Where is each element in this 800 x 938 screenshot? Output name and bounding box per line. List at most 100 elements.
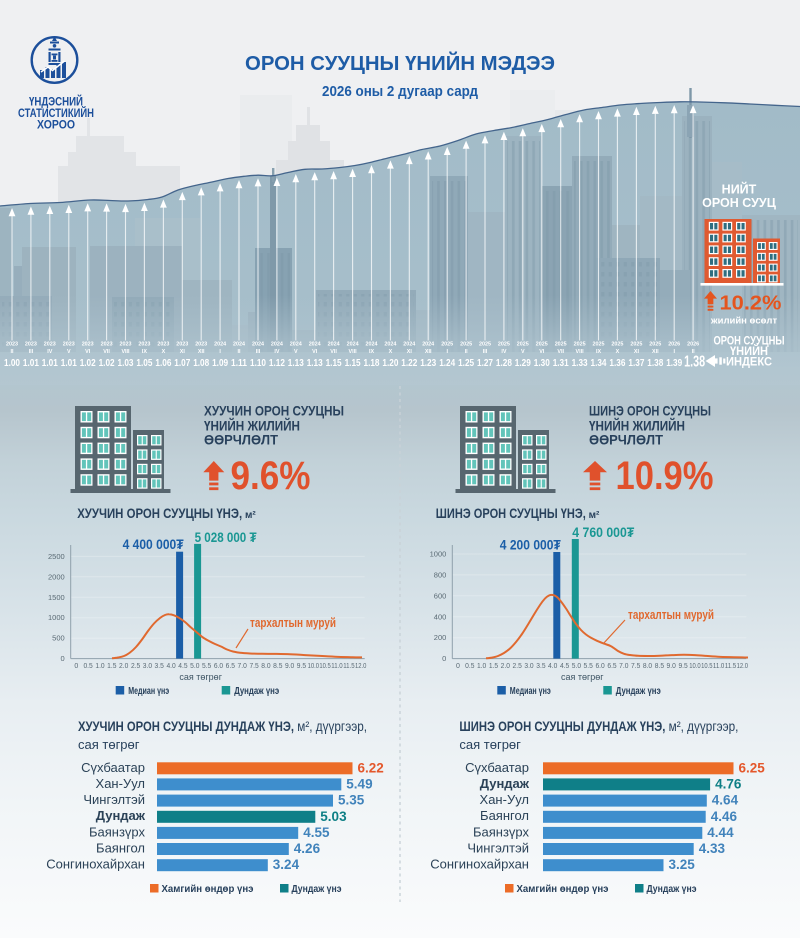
svg-text:Дундаж үнэ: Дундаж үнэ [616,686,661,697]
svg-text:4 760 000₮: 4 760 000₮ [572,525,635,540]
svg-text:1.28: 1.28 [496,357,512,369]
svg-text:2024: 2024 [233,342,245,348]
svg-text:I: I [673,349,675,355]
svg-text:VII: VII [330,349,337,355]
svg-text:1.01: 1.01 [42,357,58,369]
svg-text:7.0: 7.0 [238,663,247,670]
svg-text:2.0: 2.0 [501,663,510,670]
svg-text:1.20: 1.20 [382,357,398,369]
svg-text:1.5: 1.5 [107,663,116,670]
svg-text:1.13: 1.13 [307,357,323,369]
svg-text:X: X [616,349,620,355]
svg-text:Сонгинохайрхан: Сонгинохайрхан [430,857,529,872]
svg-text:2023: 2023 [101,342,113,348]
svg-text:ӨӨРЧЛӨЛТ: ӨӨРЧЛӨЛТ [204,432,278,448]
svg-text:Сүхбаатар: Сүхбаатар [81,760,145,775]
svg-text:9.5: 9.5 [678,663,687,670]
svg-text:сая төгрөг: сая төгрөг [179,672,222,682]
svg-text:2025: 2025 [498,342,510,348]
svg-text:2025: 2025 [555,342,567,348]
svg-text:2024: 2024 [252,342,264,348]
svg-text:200: 200 [434,633,447,642]
svg-text:Баянгол: Баянгол [96,841,145,856]
svg-text:12.0: 12.0 [737,663,748,670]
svg-text:2024: 2024 [309,342,321,348]
svg-text:2025: 2025 [441,342,453,348]
svg-text:1.10: 1.10 [250,357,266,369]
svg-text:1.22: 1.22 [401,357,417,369]
svg-text:1.06: 1.06 [155,357,171,369]
svg-text:1.01: 1.01 [23,357,39,369]
svg-text:2025: 2025 [479,342,491,348]
svg-text:1.33: 1.33 [572,357,588,369]
svg-text:0.5: 0.5 [465,663,474,670]
svg-text:1.11: 1.11 [231,357,247,369]
svg-text:жилийн өсөлт: жилийн өсөлт [710,316,778,327]
svg-text:Баянзүрх: Баянзүрх [473,824,530,839]
svg-text:4.55: 4.55 [303,825,330,840]
svg-text:3.0: 3.0 [143,663,152,670]
svg-text:2023: 2023 [63,342,75,348]
svg-text:Дундаж: Дундаж [480,776,530,791]
svg-text:8.0: 8.0 [261,663,270,670]
svg-text:4 400 000₮: 4 400 000₮ [123,537,185,552]
svg-text:5.35: 5.35 [338,793,365,808]
svg-text:IV: IV [501,349,506,355]
svg-text:2023: 2023 [157,342,169,348]
svg-text:8.5: 8.5 [655,663,664,670]
svg-text:9.6%: 9.6% [231,454,311,498]
svg-text:СТАТИСТИКИЙН: СТАТИСТИКИЙН [18,107,94,120]
svg-text:VI: VI [85,349,91,355]
svg-text:1.15: 1.15 [345,357,361,369]
svg-text:1.02: 1.02 [99,357,115,369]
svg-text:сая төгрөг: сая төгрөг [459,737,521,752]
svg-text:Дундаж: Дундаж [96,808,146,823]
svg-text:II: II [238,349,241,355]
svg-text:2024: 2024 [403,342,415,348]
svg-text:сая төгрөг: сая төгрөг [561,672,604,682]
svg-text:II: II [11,349,14,355]
svg-text:8.5: 8.5 [273,663,282,670]
svg-text:10.5: 10.5 [319,663,330,670]
svg-text:1000: 1000 [48,613,65,622]
svg-text:2500: 2500 [48,552,65,561]
svg-text:1.31: 1.31 [553,357,569,369]
svg-text:Дундаж үнэ: Дундаж үнэ [647,884,697,895]
svg-text:4.5: 4.5 [178,663,187,670]
svg-text:Сонгинохайрхан: Сонгинохайрхан [46,857,145,872]
svg-text:1.37: 1.37 [628,357,644,369]
svg-text:ҮНИЙН: ҮНИЙН [730,345,768,358]
svg-text:5.0: 5.0 [572,663,581,670]
svg-text:IX: IX [142,349,147,355]
svg-text:XII: XII [198,349,205,355]
svg-text:IV: IV [274,349,279,355]
svg-text:Дундаж үнэ: Дундаж үнэ [292,884,342,895]
svg-text:1.03: 1.03 [118,357,134,369]
svg-text:Баянгол: Баянгол [480,808,529,823]
svg-text:1.12: 1.12 [269,357,285,369]
svg-text:тархалтын муруй: тархалтын муруй [628,607,714,622]
svg-text:2025: 2025 [630,342,642,348]
svg-text:1.29: 1.29 [515,357,531,369]
svg-text:X: X [162,349,166,355]
svg-text:ИНДЕКС: ИНДЕКС [726,357,772,369]
svg-text:1.38: 1.38 [647,357,663,369]
svg-text:3.0: 3.0 [524,663,533,670]
svg-text:ОРОН СУУЦНЫ ҮНИЙН МЭДЭЭ: ОРОН СУУЦНЫ ҮНИЙН МЭДЭЭ [245,51,555,75]
svg-text:2025: 2025 [611,342,623,348]
svg-text:0: 0 [456,663,460,670]
svg-text:VI: VI [312,349,318,355]
svg-text:1.23: 1.23 [420,357,436,369]
svg-text:4.33: 4.33 [699,841,726,856]
svg-text:2024: 2024 [328,342,340,348]
svg-text:IX: IX [369,349,374,355]
svg-text:2023: 2023 [195,342,207,348]
svg-text:XI: XI [407,349,413,355]
svg-text:11.0: 11.0 [713,663,724,670]
svg-text:ХУУЧИН ОРОН СУУЦНЫ ДУНДАЖ ҮНЭ,: ХУУЧИН ОРОН СУУЦНЫ ДУНДАЖ ҮНЭ, м², дүүрг… [78,719,367,734]
svg-text:7.0: 7.0 [619,663,628,670]
svg-text:III: III [29,349,34,355]
svg-text:1.00: 1.00 [4,357,20,369]
svg-text:0.5: 0.5 [83,663,92,670]
svg-text:2025: 2025 [536,342,548,348]
